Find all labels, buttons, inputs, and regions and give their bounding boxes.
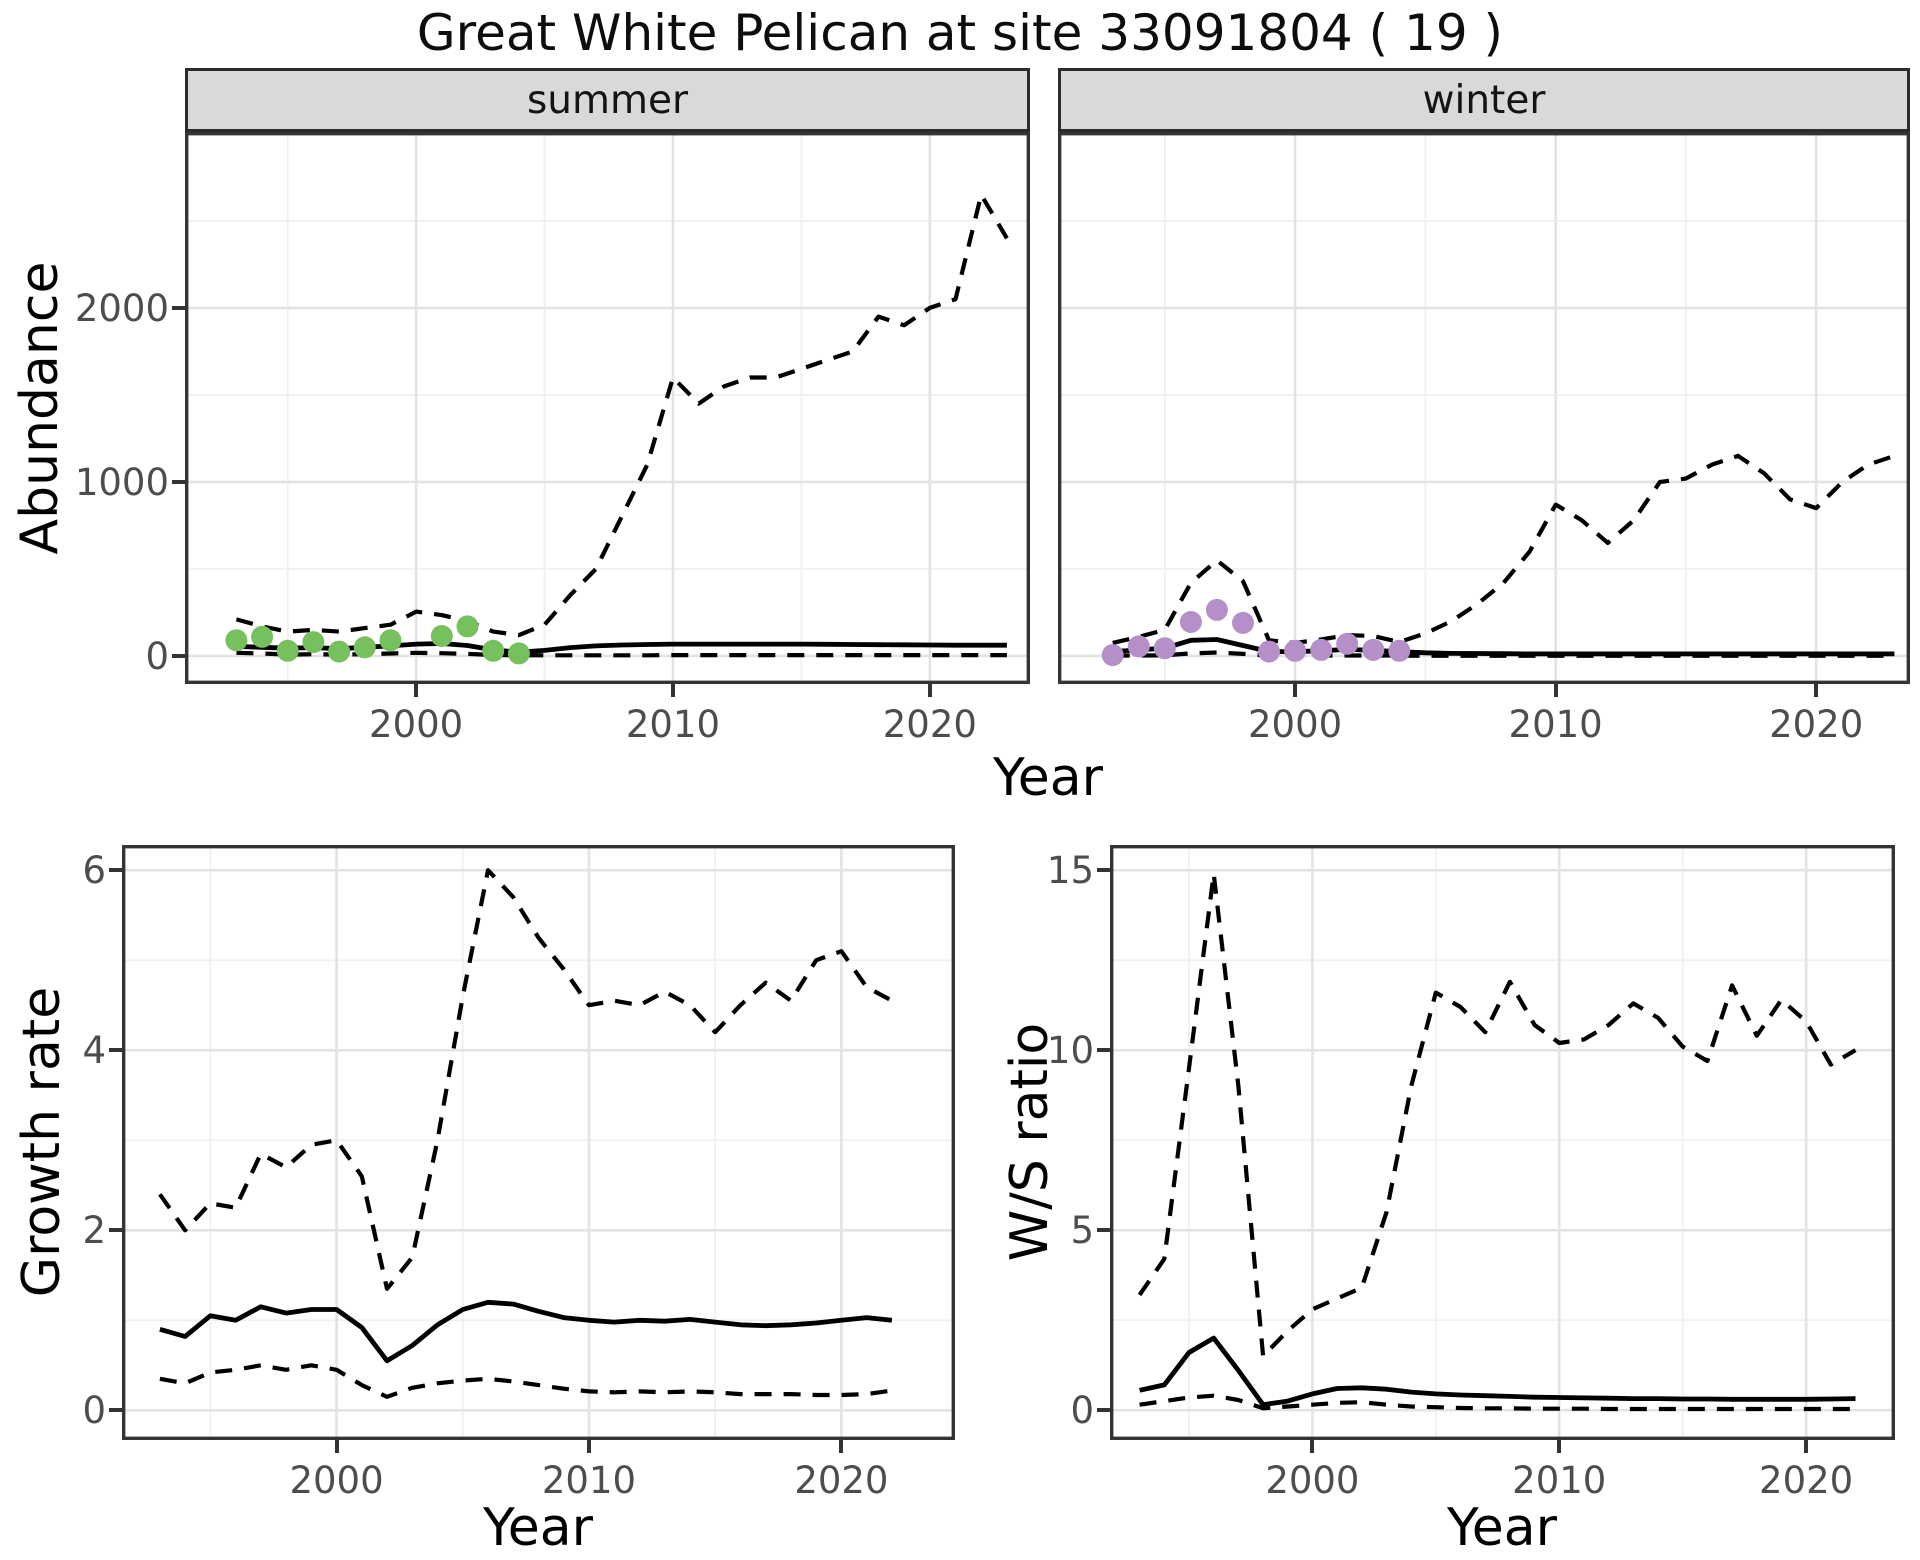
observed-point [251,625,274,648]
observed-point [482,639,505,662]
y-tick-label: 2 [82,1209,106,1253]
abundance_winter-ci_lower_95-line [1112,650,1895,658]
x-tick-mark [414,684,419,697]
x-tick-mark [1310,1440,1315,1453]
growth_rate-ci_upper_95-line [158,868,893,1291]
panel-background [122,845,955,1440]
x-tick-mark [927,684,932,697]
y-tick-label: 5 [1070,1209,1094,1253]
y-tick-label: 10 [1046,1029,1094,1073]
page-title: Great White Pelican at site 33091804 ( 1… [416,4,1504,62]
y-tick-mark [172,653,185,658]
observed-point [379,629,402,652]
observed-point [1205,598,1228,621]
x-axis-title-year-top: Year [992,748,1104,808]
panel-background [185,132,1030,684]
y-tick-mark [1097,1228,1110,1233]
x-tick-mark [1804,1440,1809,1453]
abundance_summer-ci_upper_95-line [235,192,1009,638]
y-tick-mark [109,1048,122,1053]
x-tick-mark [1293,684,1298,697]
y-tick-label: 15 [1046,849,1094,893]
x-tick-mark [1553,684,1558,697]
y-tick-mark [109,1408,122,1413]
ws_ratio-ci_lower_95-line [1139,1393,1856,1412]
observed-point [1258,640,1280,663]
x-axis-title-year-growth: Year [482,1498,594,1558]
ws-ratio-chart [1110,845,1895,1440]
x-tick-label: 2000 [1265,1459,1360,1502]
observed-point [430,625,453,647]
y-tick-label: 0 [1070,1389,1094,1433]
growth_rate-median-line [159,1299,893,1364]
y-tick-label: 4 [82,1029,106,1073]
x-tick-label: 2000 [289,1459,384,1502]
growth_rate-ci_lower_95-line [159,1363,893,1399]
x-tick-label: 2000 [369,703,464,746]
observed-point [353,636,376,659]
y-tick-label: 0 [145,634,169,678]
abundance-summer-chart [185,132,1030,684]
y-tick-label: 0 [82,1389,106,1433]
observed-point [1127,635,1150,658]
observed-point [1101,644,1124,667]
y-tick-label: 2000 [74,286,169,330]
y-tick-label: 1000 [74,460,169,504]
panel-background [1058,132,1910,684]
ws_ratio-median-line [1139,1335,1856,1408]
observed-point [1284,639,1307,662]
facet-strip-winter: winter [1058,68,1910,132]
observed-point [1153,637,1176,660]
facet-strip-summer: summer [185,68,1030,132]
x-tick-mark [1814,684,1819,697]
x-tick-label: 2020 [1759,1459,1854,1502]
abundance-winter-chart [1058,132,1910,684]
y-tick-label: 6 [82,849,106,893]
x-tick-label: 2020 [1769,703,1864,746]
x-tick-label: 2000 [1248,703,1343,746]
y-tick-mark [109,1228,122,1233]
x-tick-label: 2010 [1508,703,1603,746]
x-tick-mark [334,1440,339,1453]
observed-point [1336,632,1359,655]
observed-point [1179,611,1202,633]
x-tick-mark [839,1440,844,1453]
observed-point [507,642,530,665]
observed-point [1388,639,1411,662]
y-tick-mark [1097,1408,1110,1413]
y-tick-mark [1097,868,1110,873]
y-tick-mark [172,479,185,484]
x-tick-label: 2010 [541,1459,637,1502]
facet-strip-label: summer [526,77,689,123]
observed-point [1362,638,1385,661]
facet-strip-label: winter [1422,77,1546,123]
y-tick-mark [1097,1048,1110,1053]
abundance_winter-ci_upper_95-line [1112,453,1896,645]
x-tick-label: 2010 [625,703,721,746]
observed-point [1310,638,1333,661]
panel-border [1058,132,1910,684]
x-tick-mark [1557,1440,1562,1453]
x-tick-label: 2020 [794,1459,889,1502]
observed-point [328,640,351,663]
observed-point [1232,611,1254,634]
x-tick-mark [670,684,675,697]
ws_ratio-ci_upper_95-line [1137,871,1857,1359]
observed-point [302,631,325,654]
x-tick-mark [586,1440,591,1453]
panel-background [1110,845,1895,1440]
y-tick-mark [109,868,122,873]
y-tick-mark [172,305,185,310]
panel-border [185,132,1030,684]
x-tick-label: 2020 [882,703,977,746]
observed-point [456,615,479,638]
panel-border [122,845,955,1440]
growth-rate-chart [122,845,955,1440]
panel-border [1110,845,1895,1440]
x-axis-title-year-ws: Year [1446,1498,1558,1558]
x-tick-label: 2010 [1512,1459,1607,1502]
observed-point [276,639,299,662]
observed-point [225,629,248,652]
